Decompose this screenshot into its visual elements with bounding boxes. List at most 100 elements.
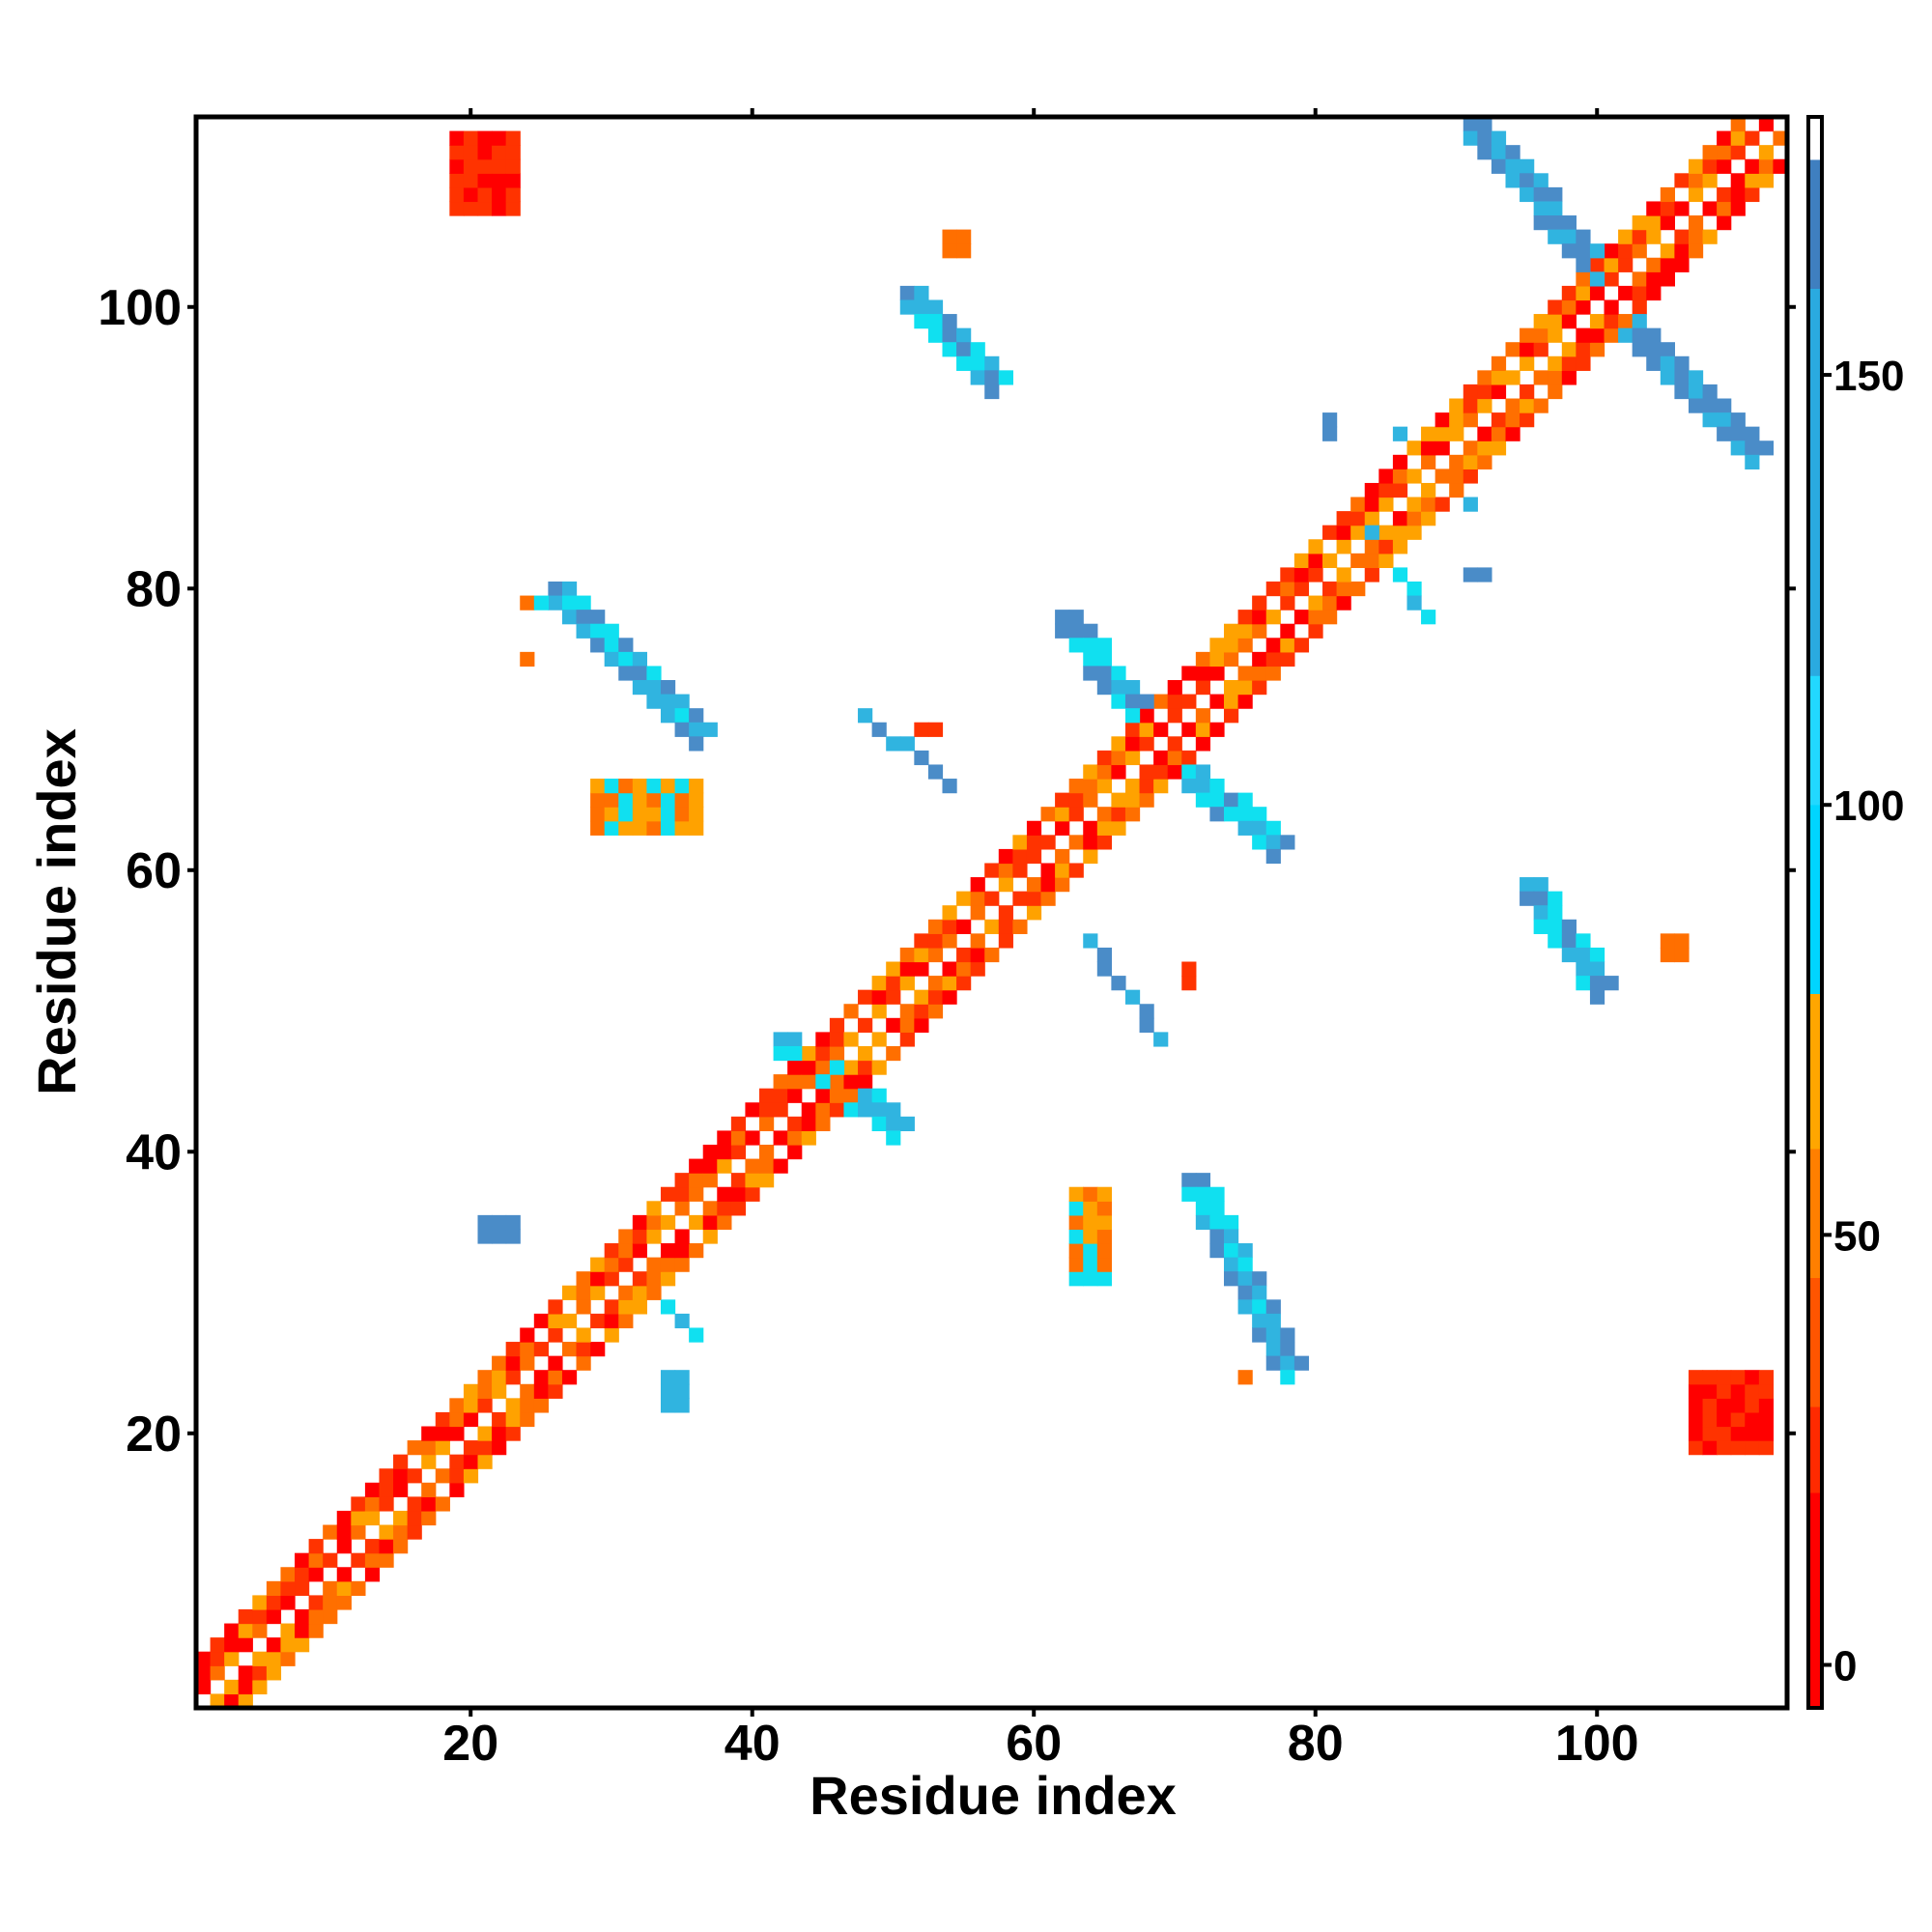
heatmap-cell	[970, 933, 985, 949]
heatmap-cell	[407, 1468, 422, 1484]
heatmap-cell	[1293, 610, 1310, 625]
x-tick-label: 100	[1555, 1716, 1639, 1772]
heatmap-cell	[421, 1426, 437, 1441]
heatmap-cell	[618, 1257, 634, 1272]
heatmap-cell	[1364, 497, 1379, 512]
heatmap-cell	[505, 1398, 521, 1413]
heatmap-cell	[1576, 947, 1591, 963]
heatmap-cell	[1252, 1299, 1267, 1315]
heatmap-cell	[1463, 497, 1478, 512]
heatmap-cell	[689, 1158, 704, 1174]
heatmap-cell	[1717, 158, 1732, 174]
heatmap-cell	[801, 1060, 816, 1075]
heatmap-cell	[548, 581, 563, 597]
heatmap-cell	[1083, 792, 1098, 808]
heatmap-cell	[787, 1045, 803, 1062]
heatmap-cell	[1717, 1398, 1732, 1413]
heatmap-cell	[1096, 651, 1112, 668]
heatmap-cell	[970, 947, 985, 963]
heatmap-cell	[914, 750, 929, 766]
heatmap-cell	[1533, 215, 1548, 231]
heatmap-cell	[1646, 327, 1662, 343]
heatmap-cell	[1139, 792, 1154, 808]
heatmap-cell	[1209, 638, 1225, 653]
heatmap-cell	[1083, 651, 1098, 668]
heatmap-cell	[829, 1060, 845, 1075]
heatmap-cell	[745, 1186, 760, 1202]
heatmap-cell	[1548, 299, 1563, 315]
heatmap-cell	[1548, 355, 1563, 371]
heatmap-cell	[1758, 1398, 1775, 1413]
heatmap-cell	[927, 314, 944, 329]
heatmap-cell	[942, 314, 957, 329]
heatmap-cell	[336, 1510, 352, 1526]
heatmap-cell	[801, 1130, 816, 1146]
heatmap-cell	[1520, 891, 1535, 906]
heatmap-cell	[1505, 412, 1520, 428]
heatmap-cell	[1477, 398, 1492, 413]
heatmap-cell	[1040, 807, 1056, 822]
heatmap-cell	[914, 722, 929, 737]
heatmap-cell	[1674, 201, 1690, 216]
heatmap-cell	[1096, 779, 1112, 794]
heatmap-cell	[660, 1186, 676, 1202]
heatmap-cell	[1096, 666, 1112, 681]
heatmap-cell	[224, 1693, 240, 1709]
heatmap-cell	[266, 1665, 282, 1681]
heatmap-cell	[1632, 271, 1647, 287]
heatmap-cell	[1153, 764, 1169, 780]
heatmap-cell	[787, 1116, 803, 1132]
heatmap-cell	[674, 1229, 690, 1244]
heatmap-cell	[1745, 1398, 1760, 1413]
heatmap-cell	[1548, 384, 1563, 400]
heatmap-cell	[1237, 1299, 1253, 1315]
heatmap-cell	[1096, 680, 1112, 696]
heatmap-cell	[463, 173, 479, 188]
heatmap-cell	[1533, 370, 1548, 385]
heatmap-cell	[1350, 511, 1366, 526]
heatmap-cell	[1674, 933, 1690, 949]
heatmap-cell	[1195, 736, 1211, 752]
heatmap-cell	[323, 1524, 338, 1540]
heatmap-cell	[505, 145, 521, 160]
heatmap-cell	[1293, 567, 1310, 582]
heatmap-cell	[1533, 327, 1548, 343]
heatmap-cell	[646, 1285, 662, 1300]
heatmap-cell	[1548, 327, 1563, 343]
heatmap-cell	[1139, 708, 1154, 724]
heatmap-cell	[252, 1608, 268, 1625]
heatmap-cell	[1124, 708, 1141, 724]
heatmap-cell	[1660, 257, 1675, 272]
heatmap-cell	[477, 1440, 493, 1456]
heatmap-cell	[1055, 820, 1070, 836]
heatmap-cell	[421, 1454, 437, 1469]
heatmap-cell	[660, 694, 676, 709]
heatmap-cell	[1195, 722, 1211, 737]
heatmap-cell	[604, 651, 619, 668]
heatmap-cell	[1195, 666, 1211, 681]
heatmap-cell	[1153, 1032, 1169, 1047]
heatmap-cell	[351, 1496, 366, 1512]
heatmap-cell	[463, 130, 479, 146]
heatmap-cell	[942, 961, 957, 977]
heatmap-cell	[1139, 722, 1154, 737]
heatmap-cell	[1350, 525, 1366, 540]
heatmap-cell	[1548, 933, 1563, 949]
heatmap-cell	[1195, 779, 1211, 794]
heatmap-cell	[1026, 835, 1042, 850]
heatmap-cell	[632, 779, 648, 794]
heatmap-cell	[787, 1032, 803, 1047]
heatmap-cell	[548, 1370, 563, 1385]
heatmap-cell	[618, 651, 634, 668]
heatmap-cell	[956, 961, 972, 977]
heatmap-cell	[1758, 1440, 1775, 1456]
heatmap-cell	[492, 130, 507, 146]
heatmap-cell	[393, 1468, 409, 1484]
heatmap-cells	[196, 117, 1788, 1709]
heatmap-cell	[632, 680, 648, 696]
heatmap-cell	[351, 1524, 366, 1540]
heatmap-cell	[1209, 1243, 1225, 1259]
heatmap-cell	[1604, 976, 1619, 991]
heatmap-cell	[632, 1214, 648, 1231]
heatmap-cell	[1548, 314, 1563, 329]
